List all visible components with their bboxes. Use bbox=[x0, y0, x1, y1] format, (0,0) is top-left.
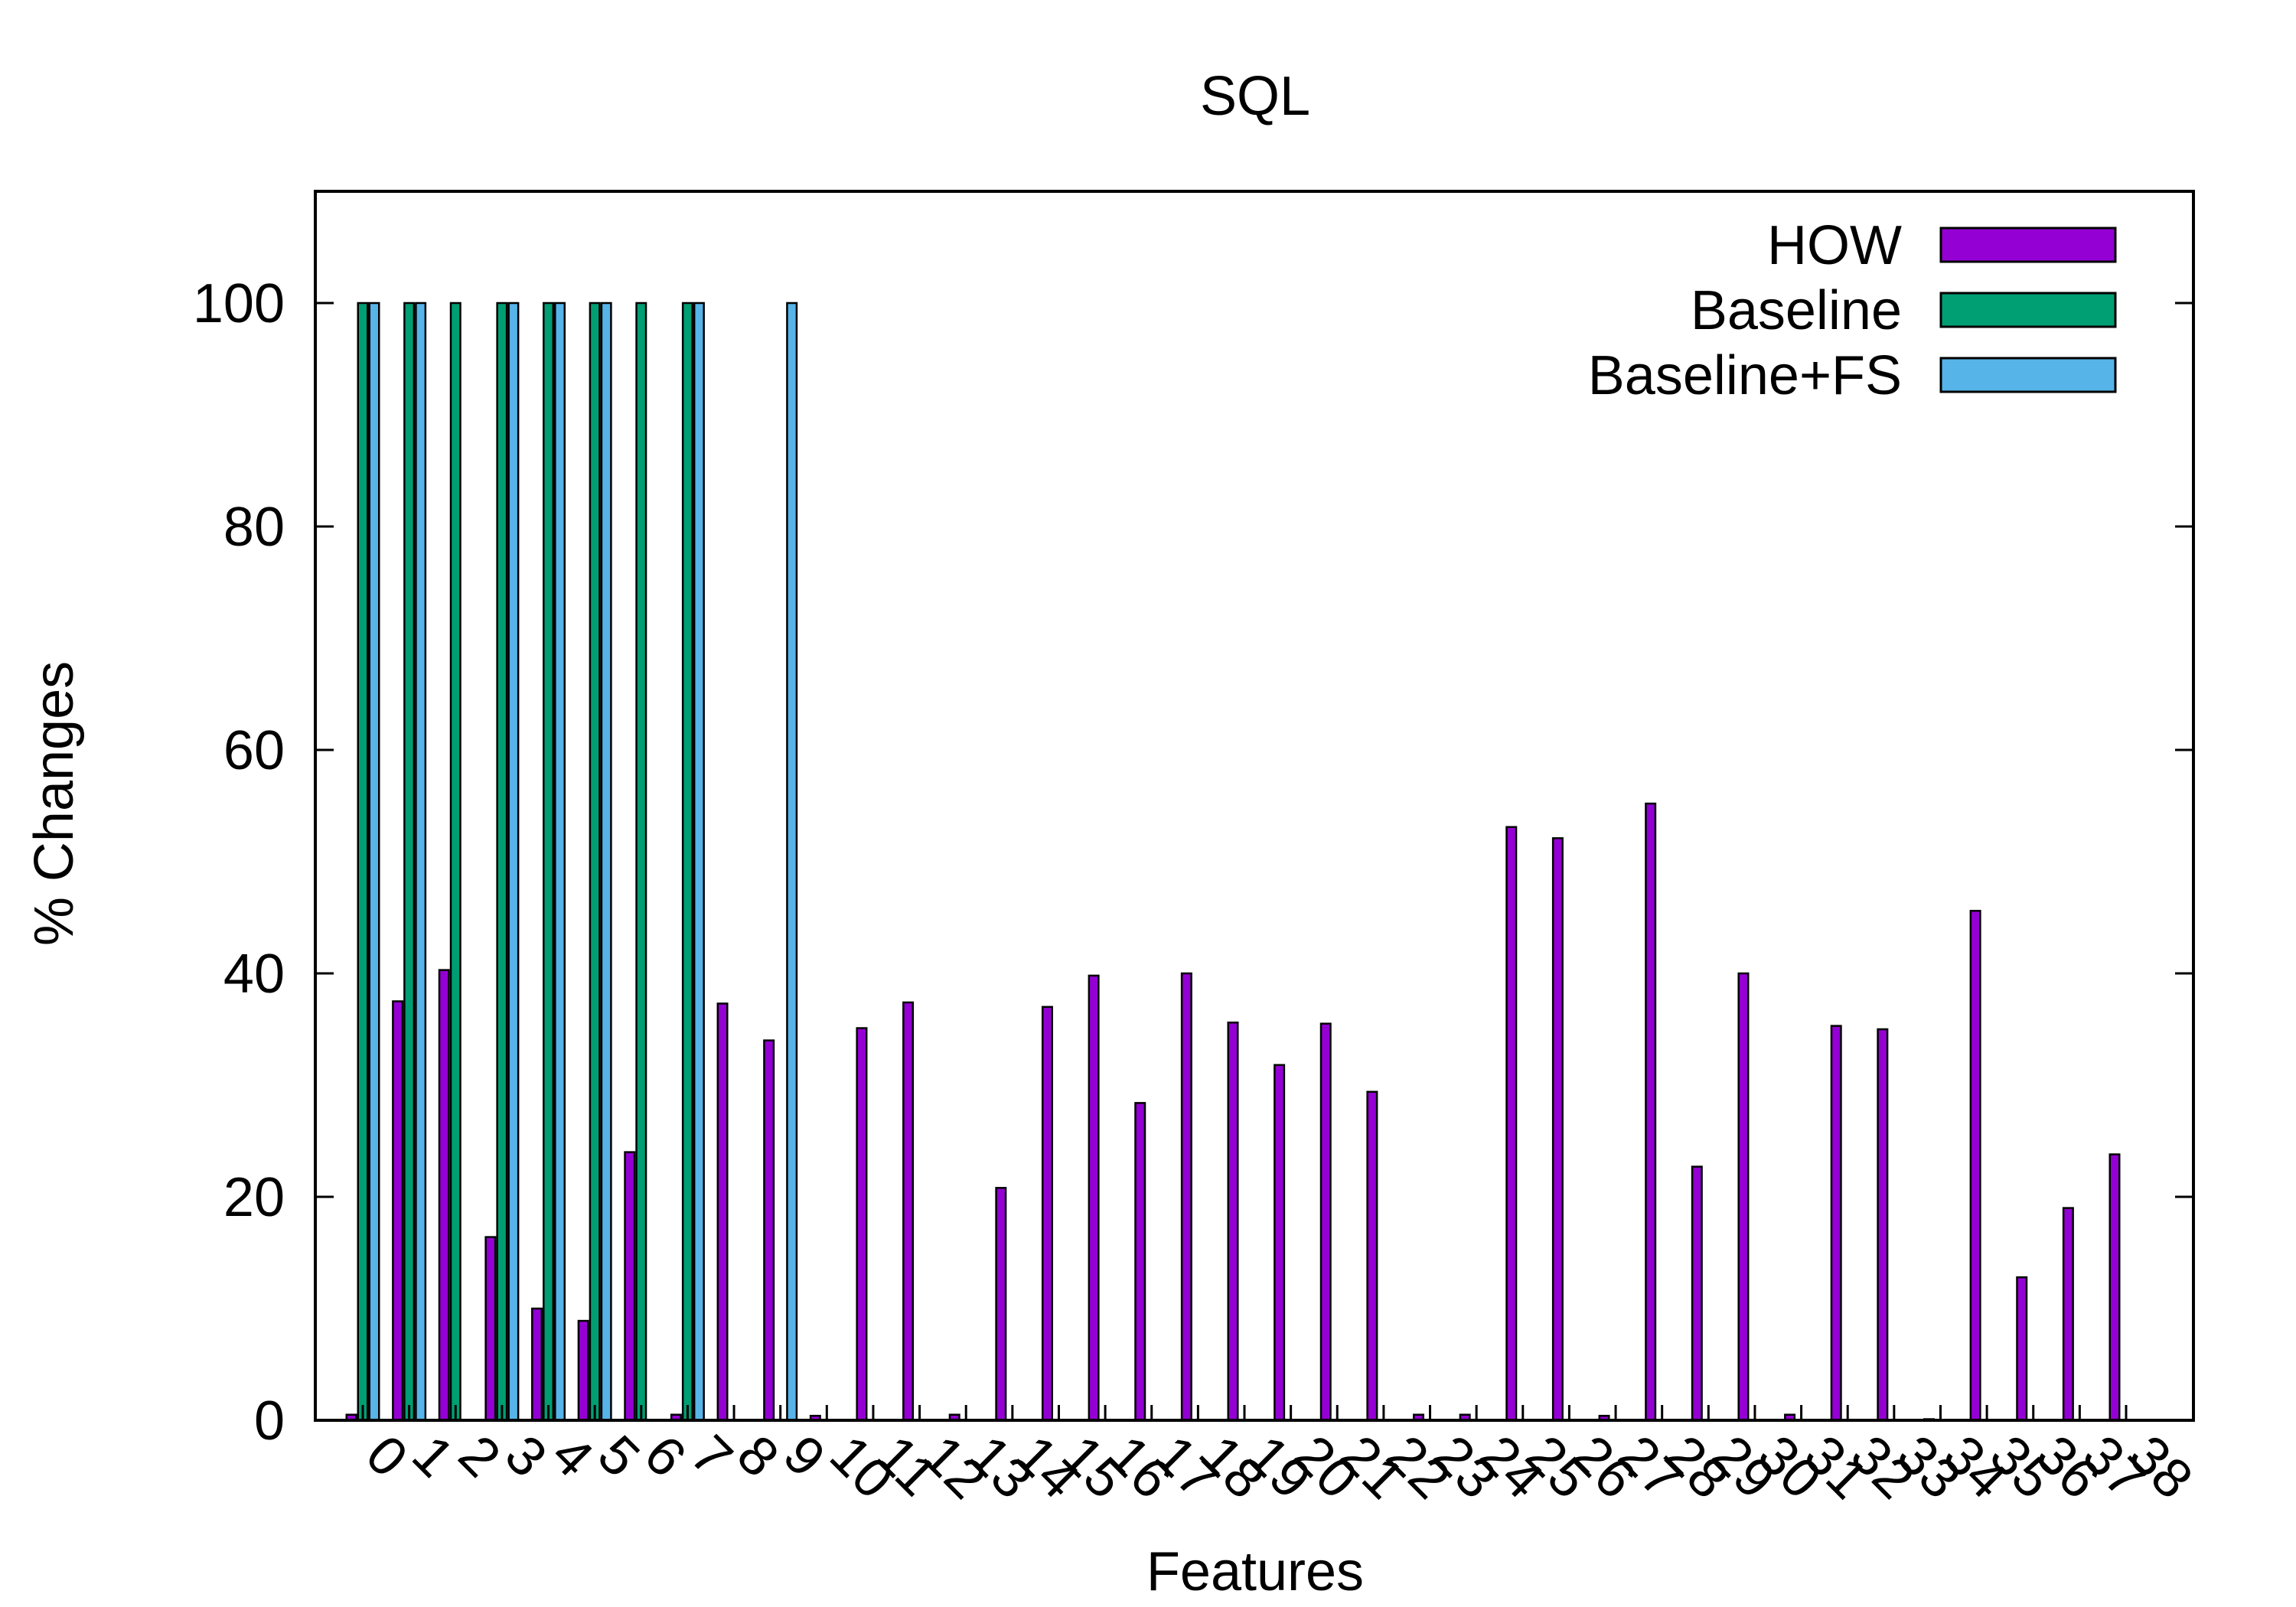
bars-group bbox=[345, 302, 2121, 1422]
bar-baseline-2 bbox=[449, 302, 461, 1422]
bar-baseline-4 bbox=[543, 302, 555, 1422]
bar-baseline-fs-4 bbox=[554, 302, 566, 1422]
x-tick-label: 8 bbox=[726, 1424, 791, 1489]
plot-frame bbox=[314, 190, 2195, 1422]
x-tick-label: 9 bbox=[771, 1424, 837, 1489]
y-tick-label: 100 bbox=[193, 273, 285, 334]
bar-baseline-0 bbox=[357, 302, 369, 1422]
legend-swatch bbox=[1939, 292, 2117, 328]
y-tick-label: 20 bbox=[223, 1167, 285, 1228]
bar-how-25 bbox=[1505, 826, 1518, 1422]
bar-how-21 bbox=[1319, 1022, 1332, 1422]
x-tick-label: 38 bbox=[2118, 1424, 2204, 1511]
y-tick-label: 0 bbox=[254, 1390, 285, 1452]
bar-baseline-fs-1 bbox=[415, 302, 427, 1422]
bar-how-22 bbox=[1366, 1090, 1378, 1422]
bar-how-1 bbox=[392, 1000, 404, 1422]
bar-how-14 bbox=[995, 1187, 1007, 1422]
bar-how-4 bbox=[531, 1307, 543, 1422]
bar-baseline-fs-0 bbox=[368, 302, 380, 1422]
bar-how-11 bbox=[856, 1027, 868, 1422]
bar-baseline-6 bbox=[635, 302, 647, 1422]
y-tick-label: 80 bbox=[223, 497, 285, 558]
bar-how-16 bbox=[1088, 974, 1100, 1422]
bar-how-8 bbox=[716, 1002, 729, 1422]
y-axis-label: % Changes bbox=[24, 661, 85, 946]
bar-how-30 bbox=[1737, 972, 1750, 1422]
bar-baseline-fs-7 bbox=[693, 302, 705, 1422]
bar-how-9 bbox=[763, 1039, 775, 1422]
bar-baseline-fs-3 bbox=[507, 302, 520, 1422]
x-tick-label: 0 bbox=[354, 1424, 419, 1489]
bar-baseline-fs-5 bbox=[600, 302, 612, 1422]
x-tick-label: 7 bbox=[679, 1424, 744, 1489]
bar-how-15 bbox=[1041, 1006, 1053, 1422]
bar-baseline-7 bbox=[681, 302, 693, 1422]
bar-how-38 bbox=[2108, 1153, 2121, 1422]
x-tick-label: 2 bbox=[447, 1424, 512, 1489]
bar-how-28 bbox=[1645, 802, 1657, 1422]
x-tick-label: 4 bbox=[540, 1424, 605, 1489]
bar-how-12 bbox=[902, 1001, 915, 1422]
legend-swatch bbox=[1939, 357, 2117, 393]
bar-baseline-5 bbox=[589, 302, 601, 1422]
y-tick-label: 40 bbox=[223, 944, 285, 1005]
legend-label: Baseline+FS bbox=[1588, 345, 1902, 406]
bar-how-33 bbox=[1877, 1028, 1889, 1422]
bar-how-18 bbox=[1180, 972, 1192, 1422]
legend-swatch bbox=[1939, 227, 2117, 263]
bar-how-6 bbox=[624, 1151, 636, 1422]
legend-label: HOW bbox=[1767, 215, 1902, 276]
bar-how-37 bbox=[2062, 1207, 2074, 1422]
y-tick-label: 60 bbox=[223, 720, 285, 781]
x-tick-label: 6 bbox=[632, 1424, 697, 1489]
bar-how-32 bbox=[1830, 1025, 1842, 1422]
bar-how-2 bbox=[438, 969, 450, 1422]
x-tick-label: 3 bbox=[494, 1424, 559, 1489]
bar-how-29 bbox=[1691, 1165, 1703, 1422]
bar-how-36 bbox=[2016, 1276, 2028, 1422]
bar-baseline-fs-9 bbox=[786, 302, 798, 1422]
legend-label: Baseline bbox=[1691, 280, 1902, 341]
bar-baseline-1 bbox=[403, 302, 416, 1422]
bar-how-20 bbox=[1274, 1064, 1286, 1422]
bar-how-19 bbox=[1227, 1021, 1239, 1422]
x-axis-label: Features bbox=[1146, 1541, 1364, 1602]
x-tick-label: 5 bbox=[586, 1424, 651, 1489]
bar-how-5 bbox=[577, 1319, 589, 1422]
bar-how-35 bbox=[1969, 909, 1981, 1422]
chart-title: SQL bbox=[1200, 66, 1310, 127]
bar-baseline-3 bbox=[496, 302, 508, 1422]
bar-how-26 bbox=[1551, 837, 1564, 1422]
bar-how-17 bbox=[1134, 1102, 1146, 1422]
x-tick-label: 1 bbox=[400, 1424, 465, 1489]
bar-how-3 bbox=[484, 1236, 497, 1422]
